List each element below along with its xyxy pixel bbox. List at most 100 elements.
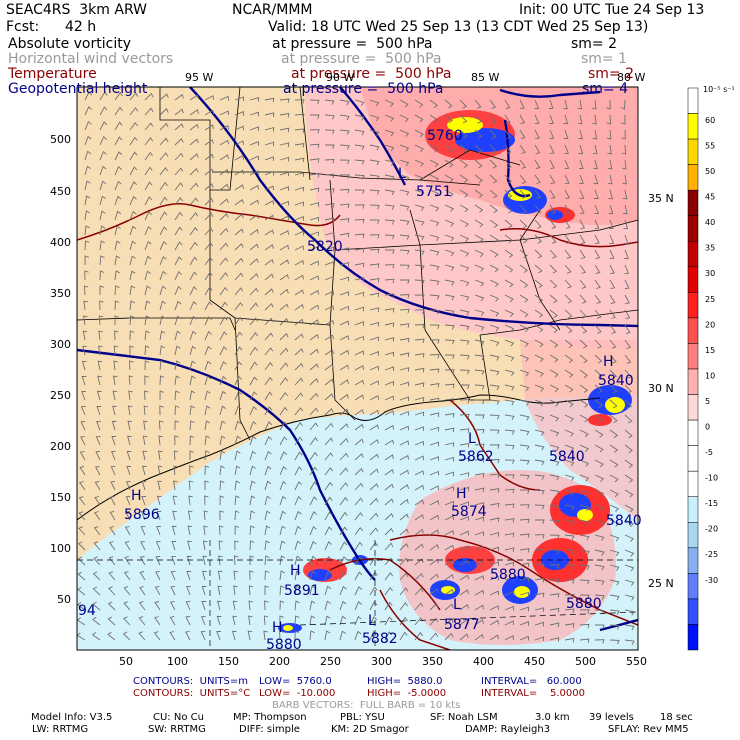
wind-barb — [504, 576, 514, 582]
wind-barb — [592, 144, 598, 155]
colorbar-swatch — [687, 113, 699, 140]
wind-barb — [414, 602, 424, 611]
contours-temp-units: CONTOURS: UNITS=°C — [133, 688, 251, 699]
wind-barb — [369, 542, 379, 551]
high-marker: H — [456, 486, 467, 502]
wind-barb — [144, 390, 149, 401]
wind-barb — [189, 241, 198, 251]
wind-barb — [79, 466, 86, 476]
colorbar-tick-label: 55 — [705, 141, 715, 150]
colorbar-swatch — [687, 241, 699, 268]
wind-barb — [78, 526, 86, 536]
pink-vorticity-core — [360, 87, 638, 225]
wind-barb — [202, 570, 207, 581]
wind-barb — [369, 468, 379, 476]
wind-barb — [549, 564, 560, 569]
wind-barb — [158, 435, 163, 446]
wind-barb — [204, 227, 214, 236]
wind-barb — [264, 406, 273, 416]
wind-barb — [459, 159, 469, 168]
wind-barb — [459, 413, 470, 419]
wind-barb — [399, 189, 410, 196]
wind-barb — [609, 384, 618, 394]
wind-barb — [99, 285, 104, 296]
wind-barb — [189, 256, 198, 266]
low-marker: L — [468, 431, 476, 447]
wind-barb — [234, 510, 240, 521]
wind-barb — [534, 174, 541, 184]
wind-barb — [399, 234, 410, 240]
wind-barb — [444, 129, 453, 138]
wind-barb — [216, 631, 221, 641]
wind-barb — [309, 525, 317, 536]
wind-barb — [324, 422, 334, 431]
wind-barb — [279, 600, 285, 611]
wind-barb — [534, 159, 541, 169]
lon-label-80w: 80 W — [617, 71, 646, 84]
wind-barb — [114, 225, 121, 236]
wind-barb — [204, 390, 211, 401]
init-time: Init: 00 UTC Tue 24 Sep 13 — [519, 2, 705, 18]
wind-barb — [624, 399, 633, 409]
wind-barb — [489, 129, 497, 139]
colorbar-tick-label: 40 — [705, 218, 715, 227]
wind-barb — [219, 435, 226, 446]
wind-barb — [84, 180, 91, 191]
wind-barb — [264, 421, 273, 431]
wind-barb — [622, 159, 627, 170]
wind-barb — [624, 519, 634, 528]
colorbar-swatch — [687, 394, 699, 421]
wind-barb — [354, 512, 364, 521]
wind-barb — [279, 142, 290, 147]
wind-barb — [279, 318, 289, 326]
colorbar-tick-label: 0 — [705, 422, 710, 431]
wind-barb — [399, 323, 410, 328]
wind-barb — [414, 174, 425, 182]
wind-barb — [369, 512, 379, 521]
wind-barb — [249, 155, 260, 161]
wind-barb — [219, 198, 229, 206]
wind-barb — [279, 186, 289, 191]
wind-barb — [279, 466, 287, 476]
wind-barb — [99, 136, 107, 146]
wind-barb — [354, 453, 364, 461]
wind-barb — [324, 511, 333, 521]
wind-barb — [309, 319, 319, 326]
wind-barb — [324, 290, 335, 296]
wind-barb — [279, 540, 286, 551]
wind-barb — [294, 615, 300, 626]
wind-barb — [444, 324, 455, 330]
wind-barb — [324, 496, 333, 506]
wind-barb — [159, 360, 165, 371]
wind-barb — [324, 555, 332, 566]
wind-barb — [264, 170, 275, 176]
wind-barb — [138, 631, 146, 641]
wind-barb — [294, 245, 305, 251]
wind-barb — [174, 405, 180, 416]
wind-barb — [156, 511, 162, 521]
wind-barb — [129, 181, 138, 191]
wind-barb — [204, 153, 214, 161]
wind-barb — [414, 440, 425, 446]
wind-barb — [504, 264, 514, 273]
wind-barb — [108, 586, 116, 596]
wind-barb — [144, 330, 150, 341]
wind-barb — [232, 615, 237, 626]
wind-barb — [489, 354, 500, 361]
y-tick-100: 100 — [50, 542, 71, 555]
wind-barb — [444, 294, 455, 301]
wind-barb — [189, 301, 197, 311]
wind-barb — [579, 369, 588, 379]
wind-barb — [339, 615, 347, 626]
wind-barb — [534, 234, 543, 244]
wind-barb — [504, 635, 515, 641]
wind-barb — [593, 174, 599, 185]
wind-barb — [414, 353, 425, 358]
wind-barb — [594, 639, 605, 644]
wind-barb — [309, 348, 319, 356]
wind-barb — [429, 159, 439, 168]
wind-barb — [294, 392, 304, 401]
wind-barb — [324, 334, 334, 341]
wind-barb — [429, 485, 440, 491]
wind-barb — [172, 495, 178, 506]
